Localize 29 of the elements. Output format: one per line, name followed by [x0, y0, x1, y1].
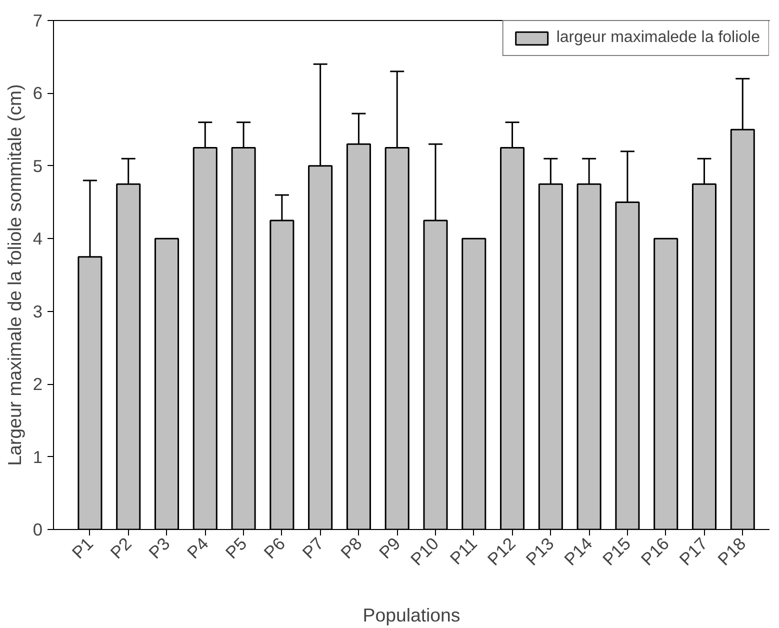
x-tick-label: P1 — [68, 533, 98, 563]
x-tick-label: P3 — [144, 533, 174, 563]
x-tick-label: P5 — [221, 533, 251, 563]
x-tick-label: P13 — [522, 533, 558, 570]
x-tick-label: P11 — [446, 533, 481, 568]
x-tick-label: P17 — [675, 533, 712, 570]
x-tick-label: P8 — [336, 533, 366, 563]
x-tick-label: P6 — [260, 533, 290, 563]
x-tick-label: P14 — [560, 533, 596, 570]
x-tick-label: P9 — [375, 533, 404, 563]
y-tick-label: 7 — [32, 10, 43, 30]
y-tick-label: 3 — [32, 301, 43, 322]
x-tick-label: P12 — [483, 533, 520, 570]
x-tick-label: P18 — [714, 533, 750, 570]
x-tick-label: P10 — [406, 533, 443, 570]
x-tick-label: P15 — [598, 533, 635, 570]
y-tick-label: 6 — [32, 83, 43, 104]
x-tick-label: P4 — [183, 533, 212, 563]
x-axis-title: Populations — [362, 604, 460, 626]
x-tick-label: P7 — [298, 533, 328, 563]
y-tick-label: 5 — [32, 156, 43, 176]
x-tick-label: P2 — [106, 533, 136, 563]
y-tick-label: 1 — [32, 446, 43, 467]
y-axis-title: Largeur maximale de la foliole sommitale (cm) — [4, 84, 25, 466]
legend-label: largeur maximalede la foliole — [556, 29, 760, 47]
x-tick-label: P16 — [636, 533, 673, 570]
y-tick-label: 2 — [32, 374, 43, 394]
y-tick-label: 0 — [32, 520, 43, 540]
y-tick-label: 4 — [32, 228, 43, 249]
